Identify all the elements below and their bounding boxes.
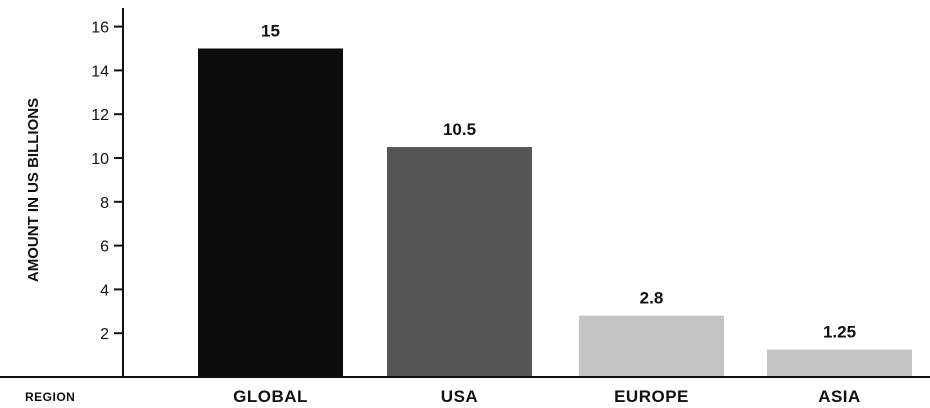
value-label-europe: 2.8 [640, 289, 664, 308]
category-label-asia: ASIA [818, 387, 861, 406]
y-tick-label: 12 [91, 107, 109, 124]
y-tick-label: 2 [100, 326, 109, 343]
y-tick-label: 16 [91, 20, 109, 37]
bar-asia [767, 349, 912, 377]
bars [198, 48, 912, 377]
y-tick-label: 10 [91, 151, 109, 168]
bar-usa [387, 147, 532, 377]
category-labels: GLOBAL USA EUROPE ASIA [233, 387, 861, 406]
y-tick-label: 6 [100, 239, 109, 256]
value-label-usa: 10.5 [443, 120, 476, 139]
category-label-global: GLOBAL [233, 387, 308, 406]
y-tick-label: 14 [91, 63, 109, 80]
category-label-usa: USA [441, 387, 478, 406]
bar-europe [579, 315, 724, 377]
value-label-global: 15 [261, 22, 280, 41]
y-axis-title: AMOUNT IN US BILLIONS [25, 98, 42, 282]
y-axis-ticks: 2 4 6 8 10 12 14 16 [91, 20, 123, 343]
value-labels: 15 10.5 2.8 1.25 [261, 22, 856, 342]
y-tick-label: 4 [100, 282, 109, 299]
bar-global [198, 48, 343, 377]
y-tick-label: 8 [100, 195, 109, 212]
value-label-asia: 1.25 [823, 323, 856, 342]
category-label-europe: EUROPE [614, 387, 689, 406]
x-axis-title: REGION [25, 390, 75, 404]
